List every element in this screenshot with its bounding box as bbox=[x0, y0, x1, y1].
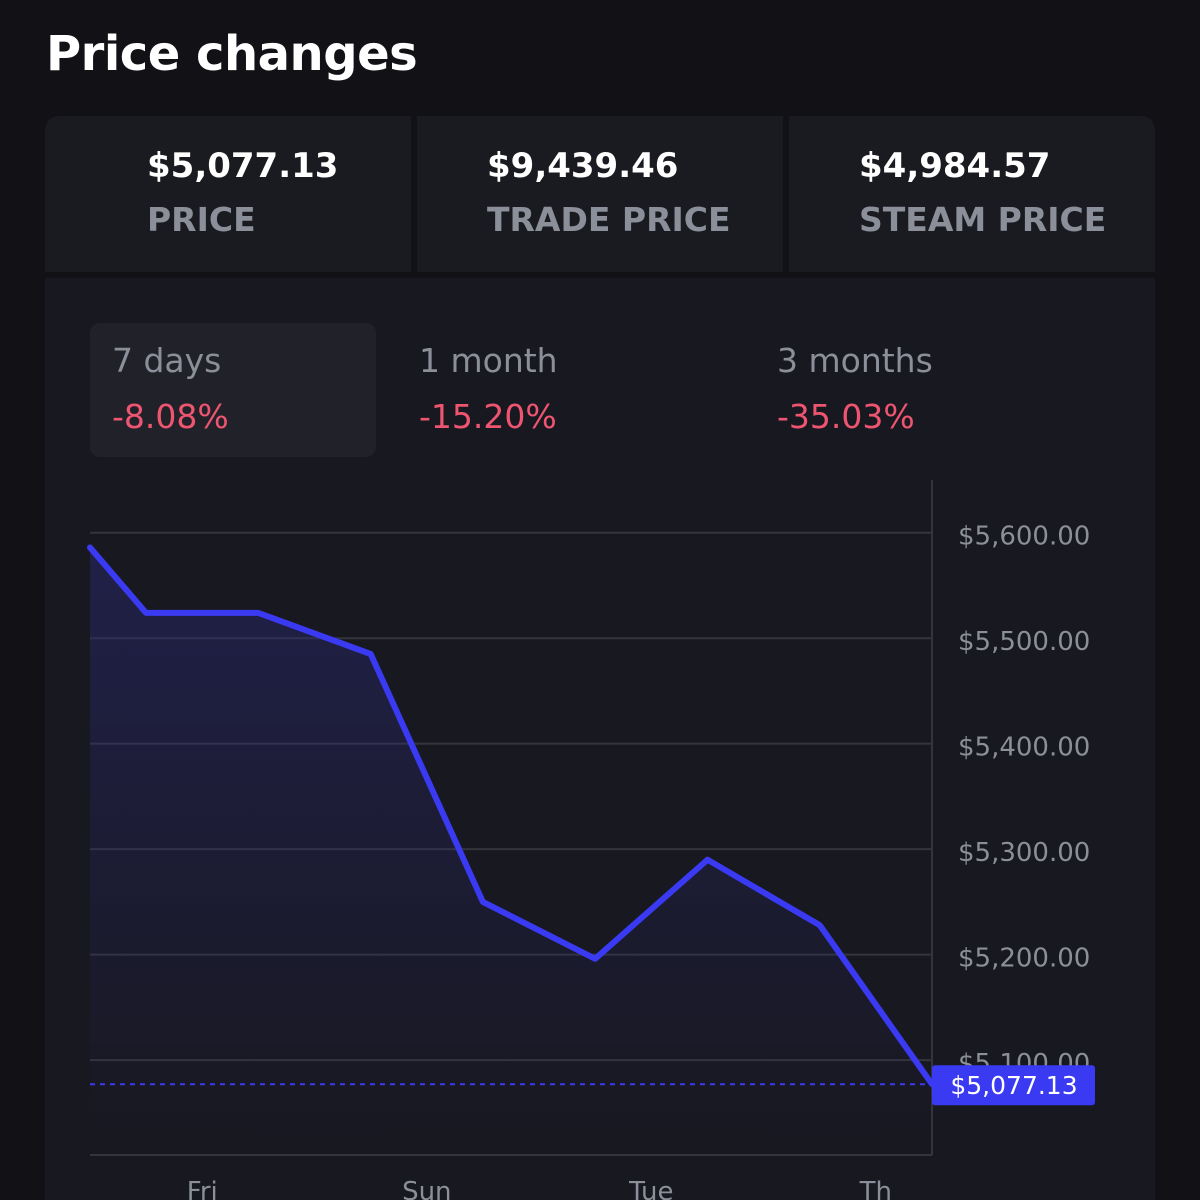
tab-1-month-change: -15.20% bbox=[419, 397, 557, 436]
x-tick-label: Th bbox=[859, 1177, 892, 1200]
price-stats: $5,077.13 PRICE $9,439.46 TRADE PRICE $4… bbox=[45, 116, 1155, 272]
y-tick-label: $5,300.00 bbox=[958, 838, 1090, 868]
stat-trade-price-label: TRADE PRICE bbox=[487, 200, 731, 239]
current-price-badge-label: $5,077.13 bbox=[950, 1071, 1077, 1100]
stat-steam-price-label: STEAM PRICE bbox=[859, 200, 1107, 239]
x-tick-label: Tue bbox=[628, 1177, 673, 1200]
tab-7-days-change: -8.08% bbox=[112, 397, 229, 436]
x-tick-label: Fri bbox=[187, 1177, 218, 1200]
tab-7-days-label: 7 days bbox=[112, 341, 222, 380]
y-tick-label: $5,600.00 bbox=[958, 522, 1090, 552]
tab-1-month[interactable]: 1 month -15.20% bbox=[397, 323, 697, 457]
y-tick-label: $5,200.00 bbox=[958, 944, 1090, 974]
x-tick-label: Sun bbox=[402, 1177, 451, 1200]
stat-price-value: $5,077.13 bbox=[147, 146, 339, 186]
stat-steam-price-value: $4,984.57 bbox=[859, 146, 1051, 186]
price-area-fill bbox=[90, 547, 932, 1155]
stat-price-label: PRICE bbox=[147, 200, 256, 239]
current-price-badge bbox=[932, 1065, 1095, 1106]
stat-steam-price: $4,984.57 STEAM PRICE bbox=[789, 116, 1155, 272]
tab-3-months[interactable]: 3 months -35.03% bbox=[755, 323, 1055, 457]
page-title: Price changes bbox=[46, 26, 418, 82]
stat-trade-price-value: $9,439.46 bbox=[487, 146, 679, 186]
tab-1-month-label: 1 month bbox=[419, 341, 558, 380]
stat-trade-price: $9,439.46 TRADE PRICE bbox=[417, 116, 783, 272]
y-tick-label: $5,500.00 bbox=[958, 627, 1090, 657]
tab-3-months-label: 3 months bbox=[777, 341, 933, 380]
y-tick-label: $5,400.00 bbox=[958, 733, 1090, 763]
stat-price: $5,077.13 PRICE bbox=[45, 116, 411, 272]
tab-3-months-change: -35.03% bbox=[777, 397, 915, 436]
tab-7-days[interactable]: 7 days -8.08% bbox=[90, 323, 376, 457]
